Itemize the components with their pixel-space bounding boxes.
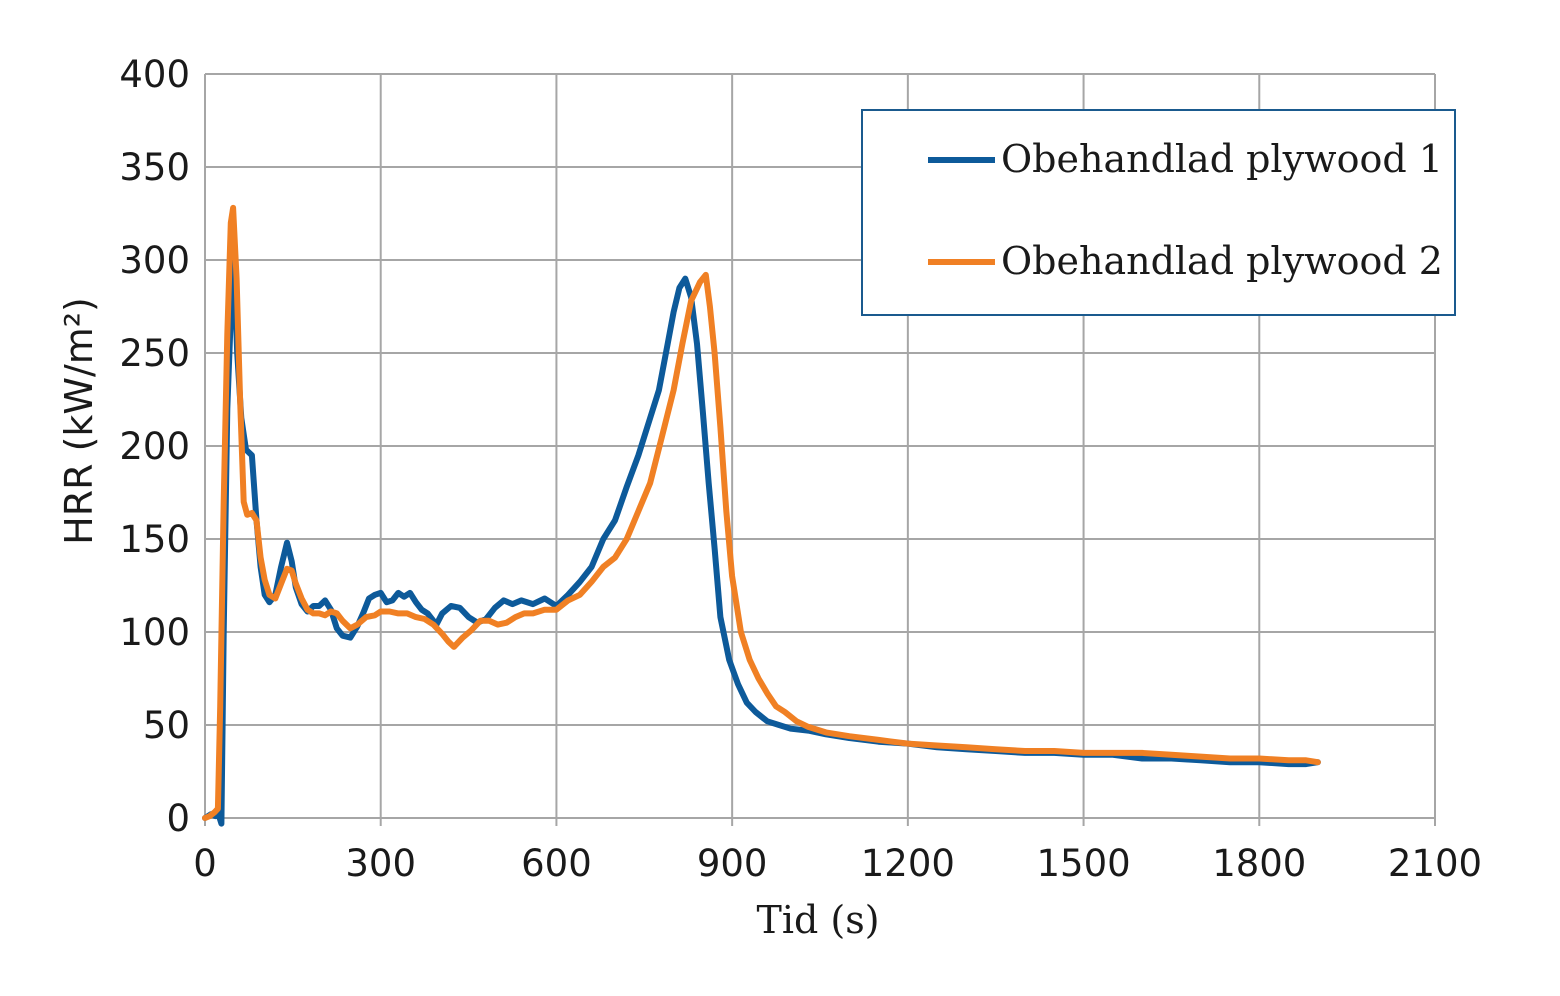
x-tick-label: 1200	[861, 842, 955, 885]
x-axis-title: Tid (s)	[756, 898, 879, 942]
y-tick-label: 350	[119, 146, 190, 189]
y-tick-label: 250	[119, 332, 190, 375]
y-tick-label: 200	[119, 425, 190, 468]
legend: Obehandlad plywood 1 Obehandlad plywood …	[861, 109, 1456, 316]
series-line-1	[202, 238, 1321, 827]
x-tick-label: 1800	[1212, 842, 1306, 885]
tick-labels: 0 50 100 150 200 250 300 350 400 0 300 600 900 1200 15…	[119, 53, 1482, 885]
y-tick-label: 100	[119, 611, 190, 654]
x-tick-label: 1500	[1036, 842, 1130, 885]
x-tick-label: 2100	[1388, 842, 1482, 885]
y-tick-label: 50	[143, 704, 190, 747]
gridlines	[204, 73, 1436, 826]
legend-label-series-1: Obehandlad plywood 1	[1001, 137, 1443, 181]
y-tick-label: 150	[119, 518, 190, 561]
y-tick-label: 400	[119, 53, 190, 96]
x-tick-label: 600	[521, 842, 592, 885]
y-axis-title: HRR (kW/m²)	[57, 297, 101, 545]
series-line-2	[202, 204, 1321, 821]
x-tick-label: 0	[193, 842, 217, 885]
legend-label-series-2: Obehandlad plywood 2	[1001, 239, 1443, 283]
x-tick-label: 900	[697, 842, 768, 885]
x-tick-label: 300	[345, 842, 416, 885]
legend-box	[861, 109, 1456, 316]
y-tick-label: 300	[119, 239, 190, 282]
y-tick-label: 0	[166, 797, 190, 840]
series-lines	[202, 204, 1321, 827]
